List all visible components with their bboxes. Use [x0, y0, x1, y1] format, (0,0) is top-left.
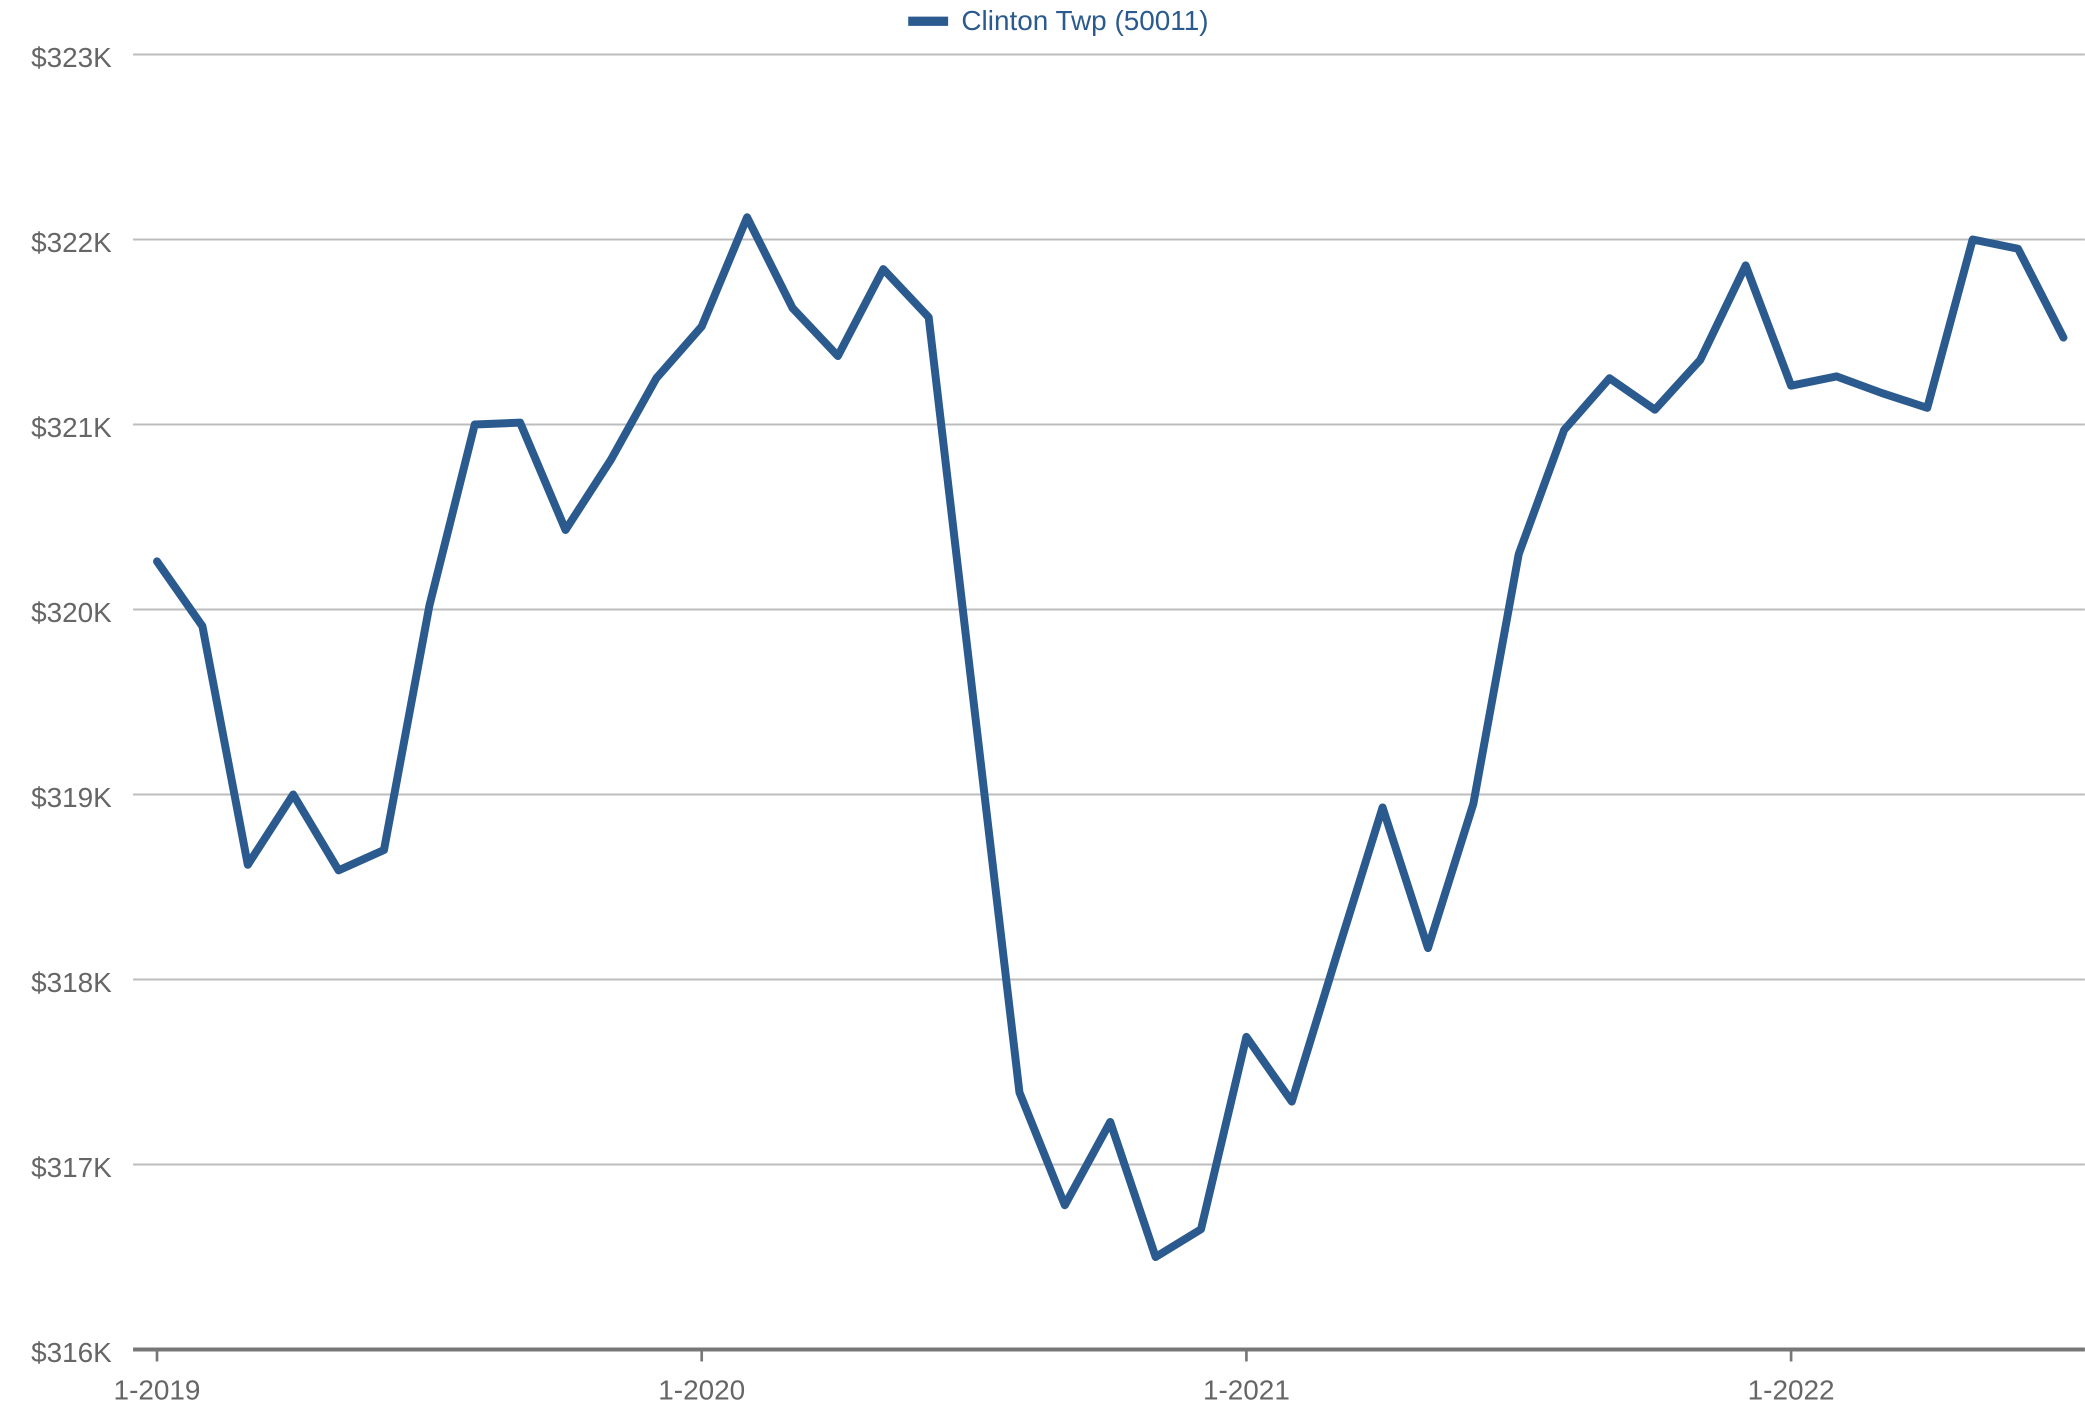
y-tick-label: $316K [31, 1337, 112, 1368]
x-tick-label: 1-2022 [1748, 1374, 1835, 1405]
series-line [153, 213, 2068, 1261]
y-tick-label: $322K [31, 227, 112, 258]
x-tick-label: 1-2021 [1203, 1374, 1290, 1405]
y-tick-label: $319K [31, 782, 112, 813]
legend-label: Clinton Twp (50011) [961, 5, 1208, 36]
y-tick-label: $318K [31, 967, 112, 998]
y-tick-label: $321K [31, 412, 112, 443]
y-tick-label: $320K [31, 597, 112, 628]
y-tick-label: $317K [31, 1152, 112, 1183]
x-tick-label: 1-2019 [114, 1374, 201, 1405]
y-tick-label: $323K [31, 42, 112, 73]
x-tick-label: 1-2020 [658, 1374, 745, 1405]
